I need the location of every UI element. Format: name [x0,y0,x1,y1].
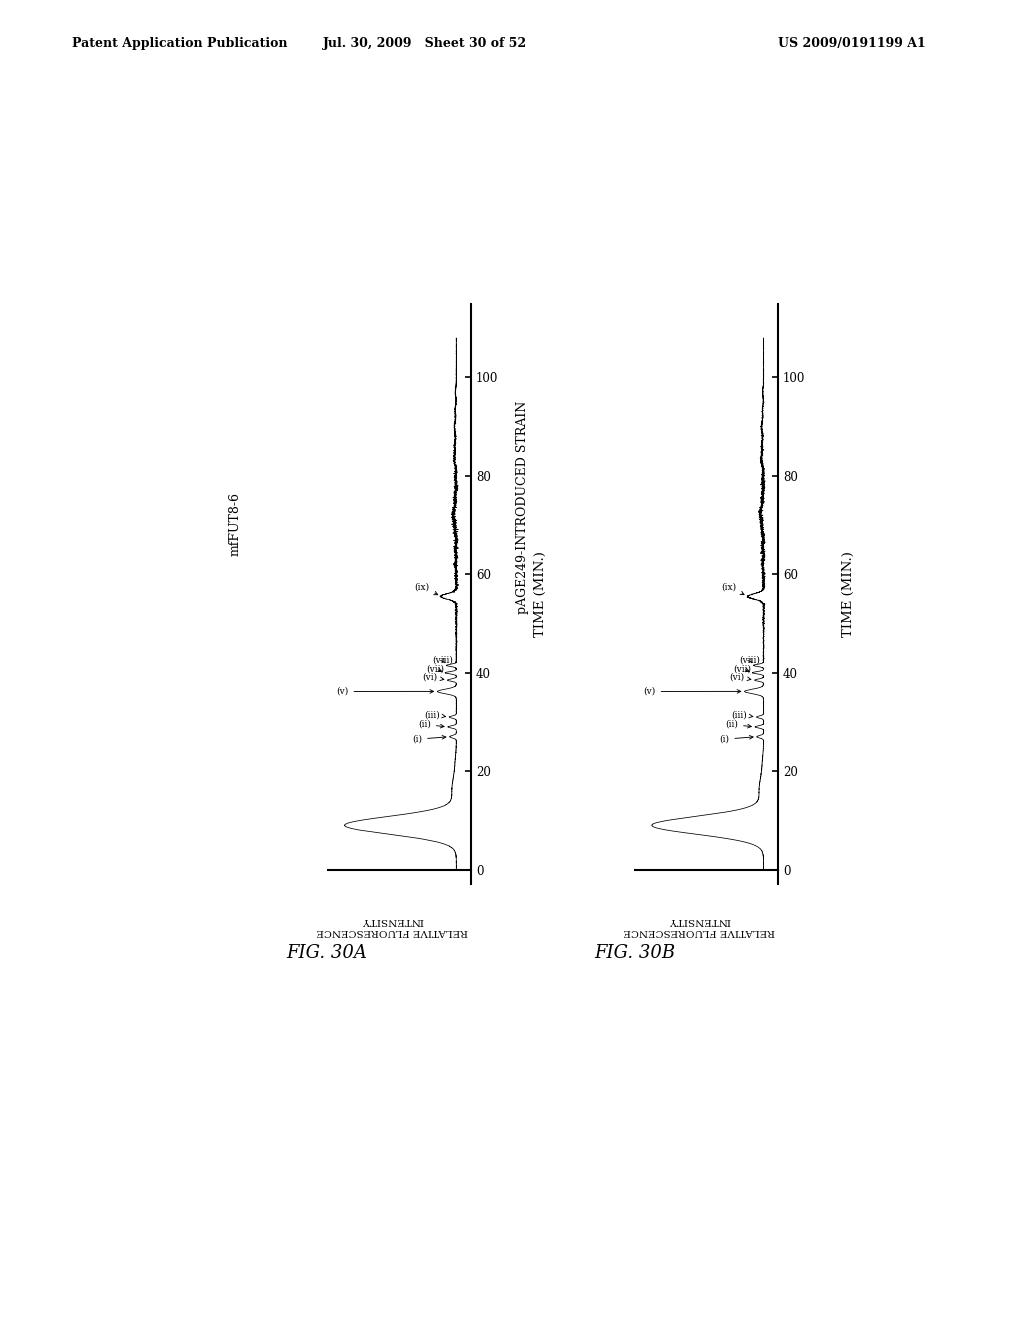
Text: Jul. 30, 2009   Sheet 30 of 52: Jul. 30, 2009 Sheet 30 of 52 [323,37,527,50]
Text: US 2009/0191199 A1: US 2009/0191199 A1 [778,37,926,50]
Text: (ii): (ii) [418,719,444,729]
Text: (iii): (iii) [731,710,753,719]
Text: (ix): (ix) [415,582,437,595]
Text: (vii): (vii) [734,664,752,673]
Text: mfFUT8-6: mfFUT8-6 [229,492,242,556]
Text: (vi): (vi) [729,672,751,681]
Text: (viii): (viii) [432,656,454,665]
Text: (ii): (ii) [725,719,752,729]
Text: FIG. 30A: FIG. 30A [287,944,368,962]
Text: (vii): (vii) [427,664,444,673]
Text: FIG. 30B: FIG. 30B [594,944,675,962]
Text: RELATIVE FLUORESCENCE
INTENSITY: RELATIVE FLUORESCENCE INTENSITY [316,916,468,936]
Text: (v): (v) [336,686,433,696]
Text: (i): (i) [412,735,445,743]
Text: Patent Application Publication: Patent Application Publication [72,37,287,50]
Text: (i): (i) [719,735,753,743]
Y-axis label: TIME (MIN.): TIME (MIN.) [842,550,855,638]
Text: (v): (v) [643,686,740,696]
Text: (viii): (viii) [739,656,761,665]
Text: pAGE249-INTRODUCED STRAIN: pAGE249-INTRODUCED STRAIN [516,400,528,614]
Y-axis label: TIME (MIN.): TIME (MIN.) [535,550,548,638]
Text: RELATIVE FLUORESCENCE
INTENSITY: RELATIVE FLUORESCENCE INTENSITY [624,916,775,936]
Text: (vi): (vi) [422,672,443,681]
Text: (iii): (iii) [424,710,445,719]
Text: (ix): (ix) [722,582,744,594]
